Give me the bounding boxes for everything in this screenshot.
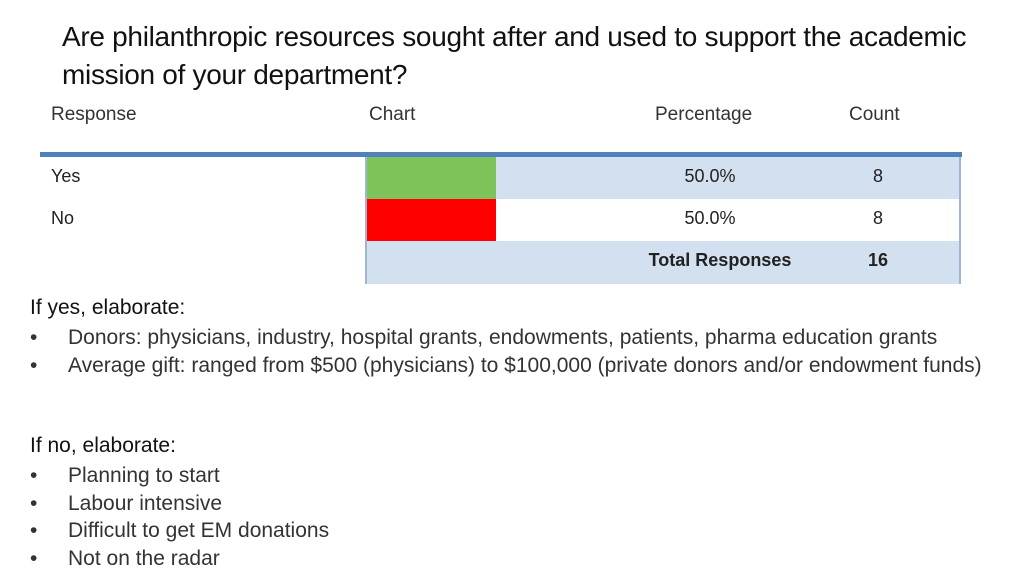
row-count: 8 bbox=[872, 208, 883, 228]
header-response: Response bbox=[51, 104, 137, 125]
row-percentage: 50.0% bbox=[684, 166, 736, 186]
bar-yes bbox=[367, 157, 496, 199]
table-top-border bbox=[40, 152, 962, 157]
list-item: Difficult to get EM donations bbox=[30, 517, 630, 545]
row-percentage: 50.0% bbox=[684, 208, 736, 228]
list-item: Labour intensive bbox=[30, 490, 630, 518]
row-label: No bbox=[51, 208, 75, 228]
list-item: Average gift: ranged from $500 (physicia… bbox=[30, 352, 1020, 380]
results-chart bbox=[365, 157, 961, 284]
slide-title: Are philanthropic resources sought after… bbox=[62, 21, 967, 90]
header-percentage: Percentage bbox=[655, 104, 753, 125]
list-item: Donors: physicians, industry, hospital g… bbox=[30, 324, 1020, 352]
yes-list: Donors: physicians, industry, hospital g… bbox=[30, 324, 1020, 379]
row-background bbox=[366, 241, 960, 284]
bar-no bbox=[367, 199, 496, 241]
row-label: Yes bbox=[51, 166, 81, 186]
header-count: Count bbox=[849, 104, 900, 125]
header-chart: Chart bbox=[369, 104, 416, 125]
total-label: Total Responses bbox=[648, 250, 792, 270]
total-count: 16 bbox=[867, 250, 889, 270]
no-list: Planning to startLabour intensiveDifficu… bbox=[30, 462, 630, 572]
results-table: Yes 50.0% 8 No 50.0% 8 Total Responses 16 bbox=[40, 152, 962, 286]
yes-section-title: If yes, elaborate: bbox=[30, 296, 186, 319]
row-count: 8 bbox=[872, 166, 883, 186]
list-item: Not on the radar bbox=[30, 545, 630, 573]
no-section-title: If no, elaborate: bbox=[30, 434, 176, 457]
list-item: Planning to start bbox=[30, 462, 630, 490]
